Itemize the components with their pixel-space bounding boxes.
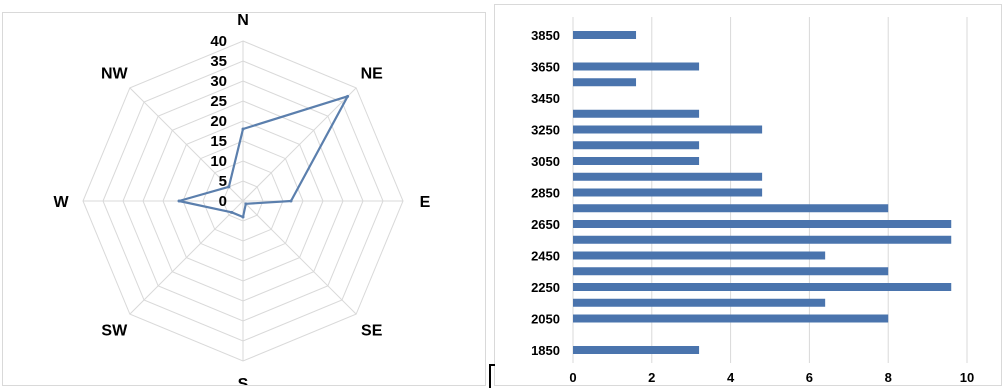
bar-y-tick-label: 3650 xyxy=(531,60,560,75)
radar-tick-label: 5 xyxy=(219,173,227,190)
bracket-mark xyxy=(489,364,495,388)
radar-category-label: S xyxy=(238,376,249,385)
radar-category-label: W xyxy=(53,194,69,211)
radar-axis-spoke xyxy=(242,87,357,202)
bar-2350 xyxy=(573,267,889,276)
bar-3350 xyxy=(573,109,700,118)
bar-3550 xyxy=(573,78,637,87)
radar-tick-label: 15 xyxy=(210,133,227,150)
radar-category-label: SW xyxy=(101,323,128,340)
radar-data-point xyxy=(244,202,248,206)
bar-y-tick-label: 2050 xyxy=(531,312,560,327)
bar-2950 xyxy=(573,172,763,181)
bar-y-tick-label: 3250 xyxy=(531,123,560,138)
radar-category-label: NW xyxy=(101,65,129,82)
radar-category-label: NE xyxy=(361,65,384,82)
bar-2250 xyxy=(573,283,952,291)
radar-axis-spoke xyxy=(242,200,357,315)
bar-3150 xyxy=(573,141,700,150)
radar-data-point xyxy=(227,185,231,189)
bar-x-tick-label: 2 xyxy=(648,370,655,385)
bar-3050 xyxy=(573,157,700,165)
bar-y-tick-label: 3450 xyxy=(531,91,560,106)
radar-tick-label: 25 xyxy=(210,93,227,110)
bar-y-tick-label: 3050 xyxy=(531,154,560,169)
radar-tick-label: 40 xyxy=(210,33,227,50)
radar-chart: 0 5 10 15 20 25 30 35 40 N NE E SE S SW W NW xyxy=(53,13,431,385)
bar-2550 xyxy=(573,235,952,244)
radar-axis-spoke xyxy=(129,87,244,202)
bar-x-tick-label: 0 xyxy=(569,370,576,385)
bar-x-tick-label: 10 xyxy=(960,370,974,385)
radar-data-point xyxy=(230,210,234,214)
radar-tick-label: 20 xyxy=(210,113,227,130)
bar-2150 xyxy=(573,298,826,307)
bar-x-tick-label: 4 xyxy=(727,370,735,385)
radar-tick-label: 30 xyxy=(210,73,227,90)
bar-x-tick-label: 6 xyxy=(806,370,813,385)
bar-y-tick-label: 2850 xyxy=(531,186,560,201)
bar-y-tick-label: 3850 xyxy=(531,28,560,43)
bar-2650 xyxy=(573,220,952,228)
radar-tick-label: 0 xyxy=(219,193,227,210)
radar-tick-label: 10 xyxy=(210,153,227,170)
bar-x-tick-label: 8 xyxy=(885,370,892,385)
radar-data-point xyxy=(177,199,181,203)
radar-category-label: SE xyxy=(361,323,383,340)
radar-category-label: N xyxy=(237,13,249,29)
bar-3250 xyxy=(573,125,763,134)
radar-tick-label: 35 xyxy=(210,53,227,70)
radar-axis-spoke xyxy=(129,200,244,315)
bar-1850 xyxy=(573,346,700,354)
bar-chart: 0 2 4 6 8 10 1850 2050 2250 2450 2650 2850 3050 3250 3… xyxy=(531,17,974,385)
radar-data-point xyxy=(346,94,350,98)
radar-chart-panel: 0 5 10 15 20 25 30 35 40 N NE E SE S SW W NW xyxy=(2,12,486,386)
radar-data-point xyxy=(241,215,245,219)
radar-category-label: E xyxy=(420,194,431,211)
radar-data-point xyxy=(289,199,293,203)
bar-3650 xyxy=(573,62,700,71)
bar-y-tick-label: 2450 xyxy=(531,249,560,264)
bar-y-tick-label: 2250 xyxy=(531,280,560,295)
radar-data-point xyxy=(241,127,245,131)
bar-3850 xyxy=(573,31,637,39)
bar-2050 xyxy=(573,314,889,323)
bar-y-tick-label: 1850 xyxy=(531,343,560,358)
bar-2750 xyxy=(573,204,889,213)
bar-chart-panel: 0 2 4 6 8 10 1850 2050 2250 2450 2650 2850 3050 3250 3… xyxy=(494,4,1002,386)
bar-y-tick-label: 2650 xyxy=(531,217,560,232)
bar-2850 xyxy=(573,188,763,197)
bar-2450 xyxy=(573,251,826,260)
